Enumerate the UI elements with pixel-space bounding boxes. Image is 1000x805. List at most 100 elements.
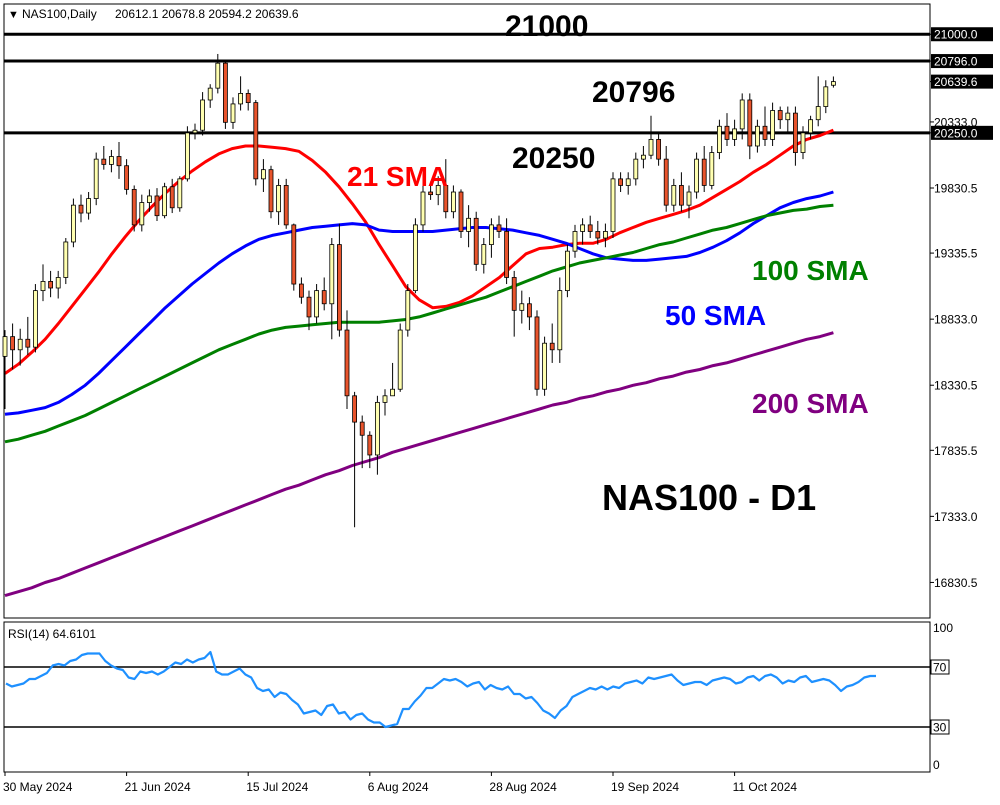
candle	[686, 185, 692, 219]
candle-body	[162, 186, 168, 217]
candle-body	[405, 290, 411, 331]
level-20250-label: 20250	[512, 142, 595, 175]
candle-body	[488, 224, 494, 246]
candle-body	[268, 169, 274, 213]
candle-body	[207, 87, 213, 101]
price-label: 16830.5	[934, 576, 978, 590]
price-label: 20250.0	[934, 126, 978, 140]
candle	[466, 205, 472, 248]
rsi-line	[5, 650, 876, 729]
candle	[382, 389, 388, 416]
candle-body	[382, 395, 388, 403]
candle	[641, 145, 646, 169]
candle-body	[124, 165, 129, 190]
candle	[124, 159, 129, 195]
candle-body	[192, 129, 198, 134]
candle-body	[146, 195, 152, 203]
sma21-annotation: 21 SMA	[347, 161, 448, 192]
candle	[230, 97, 236, 129]
candle-body	[762, 125, 768, 140]
candle	[390, 362, 396, 397]
candle	[488, 218, 494, 258]
candle	[344, 310, 350, 409]
candle	[55, 270, 61, 299]
candle	[329, 238, 335, 340]
candle-body	[116, 156, 122, 167]
candle-body	[33, 290, 38, 348]
candle-body	[298, 283, 304, 298]
candle-body	[679, 185, 684, 206]
candle-body	[177, 178, 183, 209]
candle-body	[823, 86, 829, 107]
candle-body	[109, 156, 114, 165]
candle	[86, 192, 91, 220]
candle-body	[374, 401, 380, 456]
candle-body	[2, 336, 8, 357]
candle-body	[549, 342, 555, 351]
rsi-panel: 100 70 30 0	[4, 621, 953, 772]
candle-body	[671, 185, 677, 206]
candle-body	[101, 158, 107, 165]
candle	[359, 415, 365, 469]
candle	[78, 194, 84, 223]
candle	[10, 323, 16, 370]
candle-body	[40, 281, 46, 292]
candle	[724, 113, 730, 146]
candle	[162, 182, 168, 219]
candle-body	[131, 188, 137, 226]
candle	[580, 218, 585, 245]
candle-body	[321, 290, 327, 305]
candle-body	[717, 125, 722, 153]
candle-body	[435, 185, 441, 196]
candle-body	[276, 185, 282, 213]
candle	[139, 194, 145, 232]
time-label: 30 May 2024	[3, 780, 73, 794]
candle-body	[184, 132, 190, 180]
candle-body	[238, 93, 244, 105]
candle-body	[222, 62, 228, 123]
candle	[534, 310, 540, 396]
candle	[473, 211, 479, 271]
candle-body	[580, 224, 585, 232]
price-label: 20639.6	[934, 75, 978, 89]
sma200-annotation: 200 SMA	[752, 388, 869, 419]
time-label: 19 Sep 2024	[611, 780, 679, 794]
candle	[109, 149, 114, 173]
symbol-label: NAS100,Daily	[22, 7, 97, 21]
collapse-arrow-icon[interactable]: ▼	[8, 9, 19, 21]
candle-body	[815, 106, 821, 121]
candle-body	[694, 158, 699, 193]
candle-body	[55, 277, 61, 289]
candle	[701, 145, 707, 193]
candle-body	[443, 185, 449, 213]
candle	[420, 185, 426, 232]
price-label: 20796.0	[934, 55, 978, 69]
time-label: 6 Aug 2024	[368, 780, 429, 794]
candles	[2, 53, 836, 528]
candle-body	[595, 231, 601, 239]
candle-body	[245, 93, 251, 104]
candle	[815, 76, 821, 127]
candle	[511, 270, 517, 337]
candle	[397, 323, 403, 392]
candle	[276, 178, 282, 225]
candle-body	[466, 217, 472, 232]
line-50-sma	[4, 190, 834, 416]
candle	[450, 185, 456, 219]
candle-body	[260, 169, 266, 180]
candle	[496, 215, 502, 239]
candle-body	[139, 202, 145, 226]
candle-body	[755, 125, 760, 147]
candle	[192, 123, 198, 140]
candle-body	[504, 231, 510, 278]
time-axis: 30 May 2024 21 Jun 2024 15 Jul 2024 6 Aug 2…	[3, 772, 797, 794]
candle	[245, 89, 251, 111]
candle-body	[253, 102, 259, 180]
candle-body	[71, 204, 76, 243]
candle-body	[519, 303, 525, 311]
candle	[435, 176, 441, 206]
candle	[222, 60, 228, 129]
candle-body	[511, 277, 517, 311]
candle-body	[420, 191, 426, 226]
